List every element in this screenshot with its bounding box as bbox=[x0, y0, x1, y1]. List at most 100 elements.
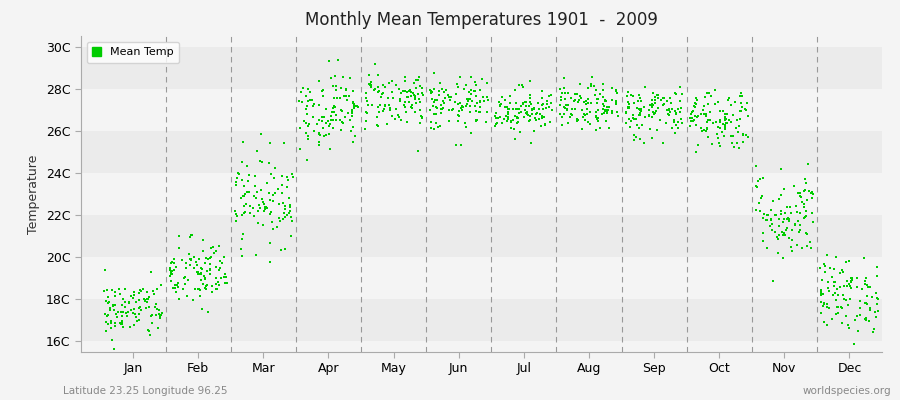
Point bbox=[196, 237, 211, 244]
Point bbox=[108, 289, 122, 296]
Point bbox=[433, 122, 447, 129]
Text: Latitude 23.25 Longitude 96.25: Latitude 23.25 Longitude 96.25 bbox=[63, 386, 228, 396]
Point bbox=[430, 105, 445, 112]
Point bbox=[462, 89, 476, 96]
Point bbox=[284, 232, 299, 239]
Point bbox=[605, 110, 619, 116]
Point bbox=[777, 186, 791, 192]
Point bbox=[259, 204, 274, 210]
Point bbox=[699, 110, 714, 117]
Point bbox=[518, 99, 533, 106]
Point bbox=[761, 212, 776, 218]
Point bbox=[317, 114, 331, 120]
Point bbox=[284, 218, 299, 224]
Point bbox=[598, 118, 613, 125]
Point bbox=[673, 98, 688, 104]
Point bbox=[778, 232, 792, 238]
Point bbox=[166, 266, 181, 273]
Point bbox=[771, 196, 786, 202]
Point bbox=[687, 117, 701, 123]
Point bbox=[248, 173, 263, 180]
Point bbox=[683, 118, 698, 125]
Point bbox=[210, 286, 224, 292]
Point bbox=[311, 102, 326, 108]
Point bbox=[779, 227, 794, 233]
Point bbox=[560, 107, 574, 113]
Point bbox=[302, 89, 317, 96]
Point bbox=[346, 139, 361, 145]
Point bbox=[328, 73, 342, 80]
Point bbox=[427, 99, 441, 106]
Point bbox=[688, 104, 702, 110]
Point bbox=[626, 112, 640, 118]
Point bbox=[268, 190, 283, 196]
Point bbox=[774, 211, 788, 218]
Point bbox=[729, 125, 743, 131]
Point bbox=[837, 296, 851, 302]
Point bbox=[101, 294, 115, 300]
Point bbox=[611, 113, 625, 119]
Point bbox=[790, 209, 805, 215]
Point bbox=[321, 58, 336, 64]
Point bbox=[836, 268, 850, 275]
Point bbox=[299, 92, 313, 99]
Point bbox=[535, 102, 549, 108]
Point bbox=[775, 229, 789, 235]
Point bbox=[827, 290, 842, 296]
Point bbox=[135, 286, 149, 292]
Point bbox=[335, 108, 349, 114]
Point bbox=[322, 121, 337, 128]
Point bbox=[234, 212, 248, 218]
Point bbox=[715, 129, 729, 136]
Point bbox=[503, 125, 517, 132]
Point bbox=[806, 195, 820, 201]
Point bbox=[334, 84, 348, 91]
Point bbox=[166, 260, 181, 266]
Point bbox=[784, 244, 798, 250]
Point bbox=[555, 90, 570, 97]
Point bbox=[662, 107, 676, 113]
Point bbox=[860, 282, 874, 288]
Point bbox=[801, 161, 815, 168]
Point bbox=[799, 180, 814, 186]
Point bbox=[434, 102, 448, 108]
Point bbox=[345, 109, 359, 116]
Point bbox=[207, 250, 221, 256]
Point bbox=[633, 94, 647, 101]
Point bbox=[529, 116, 544, 123]
Point bbox=[191, 269, 205, 275]
Point bbox=[273, 218, 287, 225]
Point bbox=[562, 102, 576, 108]
Point bbox=[760, 217, 774, 224]
Point bbox=[165, 258, 179, 265]
Point bbox=[688, 149, 703, 155]
Point bbox=[398, 78, 412, 85]
Point bbox=[734, 100, 749, 106]
Point bbox=[843, 283, 858, 290]
Point bbox=[803, 239, 817, 245]
Point bbox=[198, 274, 212, 281]
Point bbox=[359, 110, 374, 116]
Point bbox=[132, 304, 147, 310]
Point bbox=[516, 84, 530, 90]
Point bbox=[852, 312, 867, 319]
Point bbox=[237, 192, 251, 199]
Point bbox=[577, 99, 591, 105]
Point bbox=[518, 98, 532, 105]
Point bbox=[193, 292, 207, 299]
Point bbox=[250, 188, 265, 195]
Point bbox=[841, 302, 855, 308]
Point bbox=[805, 189, 819, 195]
Point bbox=[718, 124, 733, 130]
Point bbox=[576, 114, 590, 121]
Point bbox=[449, 90, 464, 97]
Point bbox=[277, 203, 292, 210]
Point bbox=[500, 118, 515, 124]
Point bbox=[257, 206, 272, 212]
Point bbox=[749, 207, 763, 214]
Point bbox=[468, 88, 482, 94]
Point bbox=[142, 294, 157, 300]
Point bbox=[164, 269, 178, 276]
Point bbox=[99, 298, 113, 304]
Point bbox=[396, 87, 410, 94]
